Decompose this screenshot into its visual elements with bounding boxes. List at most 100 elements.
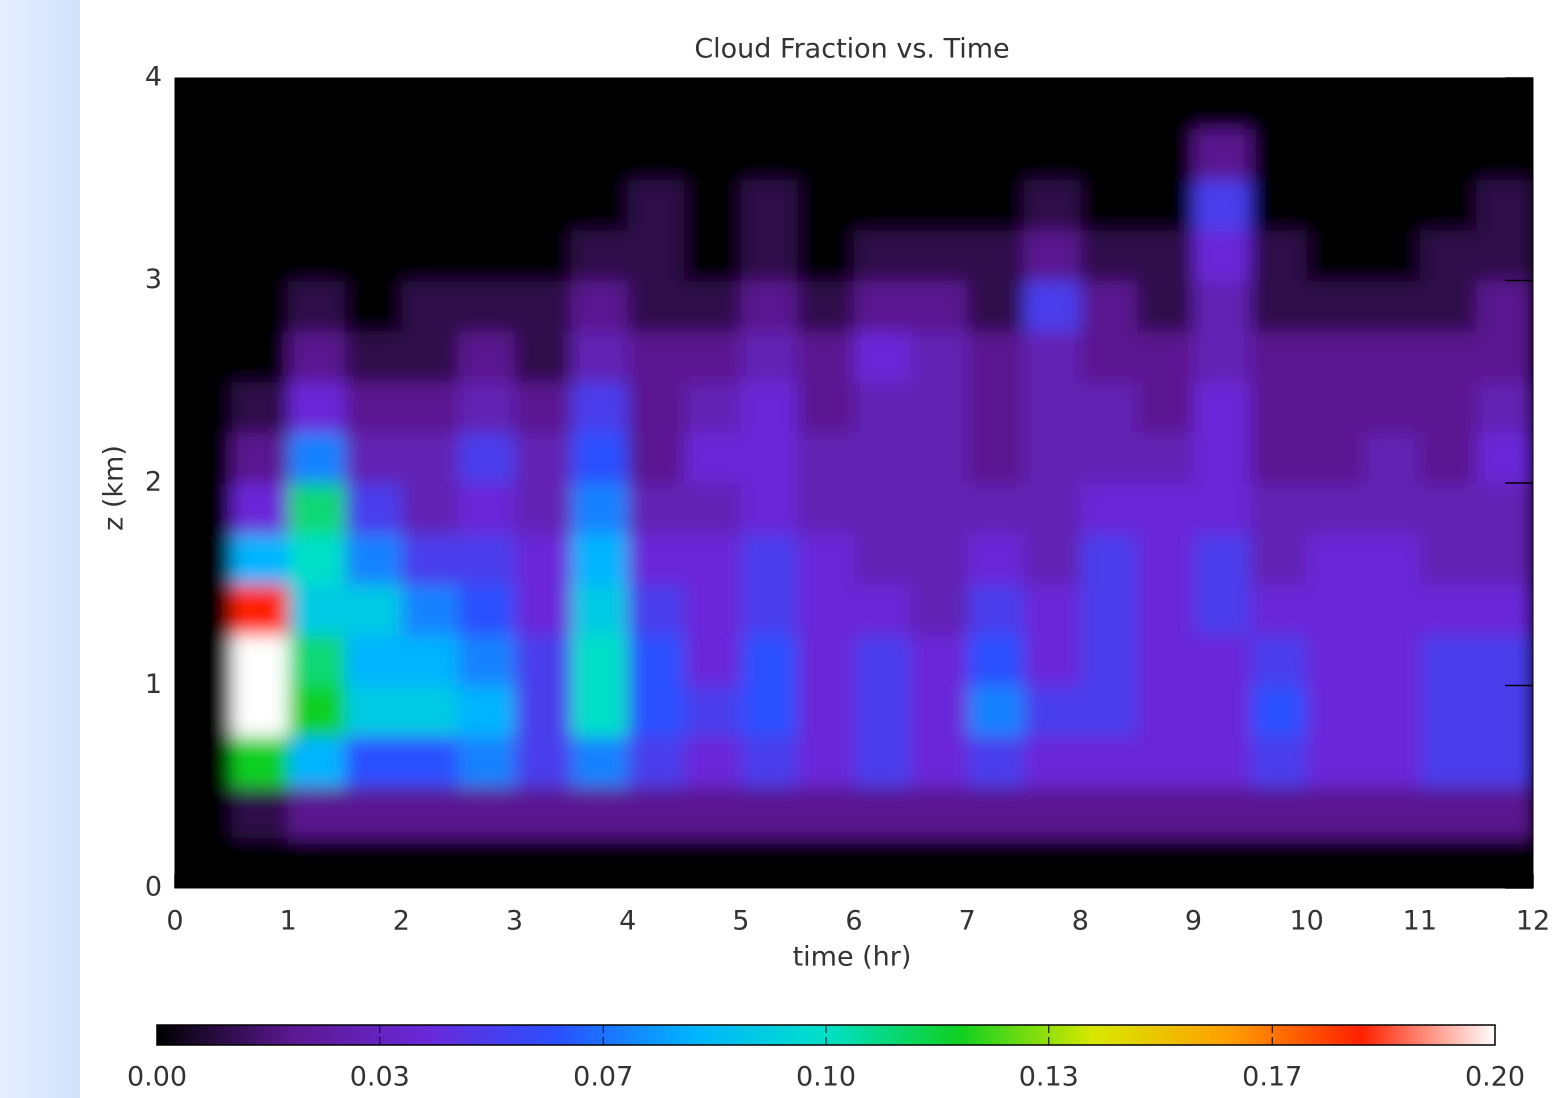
heatmap-cell xyxy=(344,584,402,636)
heatmap-cell xyxy=(231,280,289,332)
colorbar-tick-label: 0.03 xyxy=(350,1062,410,1093)
heatmap-cell xyxy=(344,483,402,535)
heatmap-cell xyxy=(684,128,742,180)
heatmap-cell xyxy=(1476,736,1533,788)
heatmap-cell xyxy=(967,331,1025,383)
heatmap-cell xyxy=(1363,837,1421,888)
heatmap-cell xyxy=(1250,128,1308,180)
heatmap-cell xyxy=(175,483,233,535)
heatmap-cell xyxy=(684,331,742,383)
heatmap-cell xyxy=(740,331,798,383)
heatmap-cell xyxy=(231,179,289,231)
heatmap-cell xyxy=(1419,786,1477,838)
heatmap-cell xyxy=(967,584,1025,636)
heatmap-cell xyxy=(231,128,289,180)
heatmap-cell xyxy=(1023,229,1081,281)
heatmap-cell xyxy=(1136,736,1194,788)
heatmap-cell xyxy=(1193,634,1251,686)
heatmap-cell xyxy=(514,280,572,332)
heatmap-cell xyxy=(1136,381,1194,433)
heatmap-cell xyxy=(1023,584,1081,636)
heatmap-cell xyxy=(1419,128,1477,180)
heatmap-cell xyxy=(175,432,233,484)
heatmap-cell xyxy=(1476,685,1533,737)
heatmap-cell xyxy=(1419,584,1477,636)
heatmap-cell xyxy=(740,179,798,231)
heatmap-cell xyxy=(797,331,855,383)
heatmap-cell xyxy=(1023,381,1081,433)
heatmap-cell xyxy=(910,128,968,180)
heatmap-cell xyxy=(1193,331,1251,383)
heatmap-cell xyxy=(910,634,968,686)
heatmap-cell xyxy=(1250,685,1308,737)
heatmap-cell xyxy=(1476,786,1533,838)
heatmap-cell xyxy=(344,229,402,281)
heatmap-cell xyxy=(1306,483,1364,535)
heatmap-cell xyxy=(854,685,912,737)
heatmap-cell xyxy=(854,786,912,838)
heatmap-cell xyxy=(1023,128,1081,180)
heatmap-cell xyxy=(1193,432,1251,484)
heatmap-cell xyxy=(1193,179,1251,231)
heatmap-cell xyxy=(514,128,572,180)
heatmap-cell xyxy=(571,78,629,130)
heatmap-cell xyxy=(967,685,1025,737)
heatmap-cell xyxy=(1250,584,1308,636)
heatmap-cell xyxy=(401,786,459,838)
x-tick-label: 3 xyxy=(506,906,523,937)
heatmap-cell xyxy=(1419,533,1477,585)
heatmap-cell xyxy=(175,584,233,636)
heatmap-cell xyxy=(967,483,1025,535)
heatmap-cell xyxy=(627,280,685,332)
heatmap-cell xyxy=(231,78,289,130)
heatmap-cell xyxy=(854,483,912,535)
heatmap-cell xyxy=(684,584,742,636)
heatmap-cell xyxy=(684,381,742,433)
heatmap-cell xyxy=(1193,128,1251,180)
heatmap-cell xyxy=(1476,584,1533,636)
heatmap-cell xyxy=(514,736,572,788)
heatmap-cell xyxy=(1080,634,1138,686)
heatmap-cell xyxy=(175,229,233,281)
x-tick-label: 5 xyxy=(732,906,749,937)
heatmap-cell xyxy=(1419,634,1477,686)
heatmap-cell xyxy=(1136,634,1194,686)
heatmap-cell xyxy=(967,634,1025,686)
heatmap-cell xyxy=(854,381,912,433)
heatmap-cell xyxy=(514,786,572,838)
heatmap-cell xyxy=(514,179,572,231)
heatmap-cell xyxy=(457,837,515,888)
heatmap-cell xyxy=(854,229,912,281)
heatmap-cell xyxy=(627,78,685,130)
heatmap-cell xyxy=(1193,584,1251,636)
heatmap-cell xyxy=(401,634,459,686)
heatmap-cell xyxy=(175,381,233,433)
heatmap-cell xyxy=(627,229,685,281)
heatmap-cell xyxy=(854,634,912,686)
heatmap-cell xyxy=(571,229,629,281)
heatmap-cell xyxy=(684,685,742,737)
heatmap-cell xyxy=(288,584,346,636)
heatmap-cell xyxy=(1080,128,1138,180)
heatmap-cell xyxy=(514,685,572,737)
heatmap-cell xyxy=(1419,179,1477,231)
heatmap-cell xyxy=(684,179,742,231)
heatmap-cell xyxy=(288,331,346,383)
heatmap-cell xyxy=(401,128,459,180)
heatmap-cell xyxy=(627,786,685,838)
heatmap-cell xyxy=(571,381,629,433)
heatmap-cell xyxy=(231,736,289,788)
heatmap-cell xyxy=(684,736,742,788)
y-tick-label: 4 xyxy=(145,62,162,93)
heatmap-cell xyxy=(1250,533,1308,585)
heatmap-cell xyxy=(1363,280,1421,332)
heatmap-cell xyxy=(967,533,1025,585)
heatmap-cell xyxy=(175,533,233,585)
heatmap-cell xyxy=(854,280,912,332)
heatmap-cell xyxy=(1306,78,1364,130)
heatmap-cell xyxy=(288,432,346,484)
heatmap-cell xyxy=(231,229,289,281)
x-axis-label: time (hr) xyxy=(793,942,912,973)
heatmap-cell xyxy=(1136,432,1194,484)
